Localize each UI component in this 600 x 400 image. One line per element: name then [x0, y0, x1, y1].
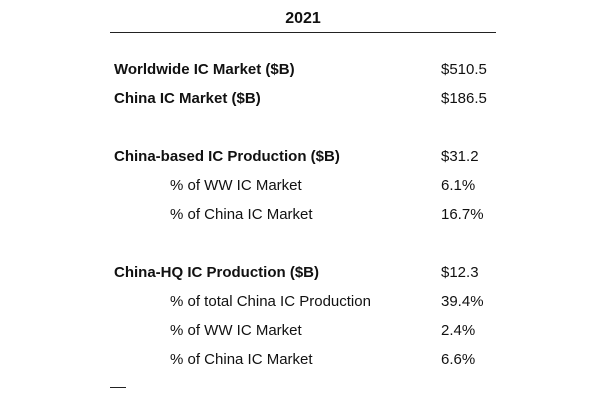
row-value: 39.4%: [441, 293, 484, 310]
row-label: % of WW IC Market: [170, 177, 302, 194]
row-value: 2.4%: [441, 322, 476, 339]
row-label: % of WW IC Market: [170, 322, 302, 339]
row-value: 6.1%: [441, 177, 476, 194]
table-row-china-ic-market: China IC Market ($B) $186.5: [0, 88, 600, 110]
row-value: 6.6%: [441, 351, 476, 368]
row-label: % of total China IC Production: [170, 293, 371, 310]
table-row-china-hq-pct-china: % of China IC Market 6.6%: [0, 349, 600, 371]
table-row-china-hq-production: China-HQ IC Production ($B) $12.3: [0, 262, 600, 284]
table-row-china-based-production: China-based IC Production ($B) $31.2: [0, 146, 600, 168]
year-header: 2021: [285, 10, 321, 27]
table-row-china-hq-pct-total-china: % of total China IC Production 39.4%: [0, 291, 600, 313]
row-label: % of China IC Market: [170, 351, 313, 368]
row-value: $31.2: [441, 148, 479, 165]
table-row-china-based-pct-china: % of China IC Market 16.7%: [0, 204, 600, 226]
footnote-rule: [110, 387, 126, 388]
row-label: China-HQ IC Production ($B): [114, 264, 319, 281]
row-value: $186.5: [441, 90, 487, 107]
table-row-china-hq-pct-ww: % of WW IC Market 2.4%: [0, 320, 600, 342]
row-value: $510.5: [441, 61, 487, 78]
row-label: China IC Market ($B): [114, 90, 261, 107]
row-label: China-based IC Production ($B): [114, 148, 340, 165]
header-rule: [110, 32, 496, 33]
row-label: Worldwide IC Market ($B): [114, 61, 295, 78]
row-value: $12.3: [441, 264, 479, 281]
row-label: % of China IC Market: [170, 206, 313, 223]
table-row-china-based-pct-ww: % of WW IC Market 6.1%: [0, 175, 600, 197]
row-value: 16.7%: [441, 206, 484, 223]
table-row-worldwide-ic-market: Worldwide IC Market ($B) $510.5: [0, 59, 600, 81]
